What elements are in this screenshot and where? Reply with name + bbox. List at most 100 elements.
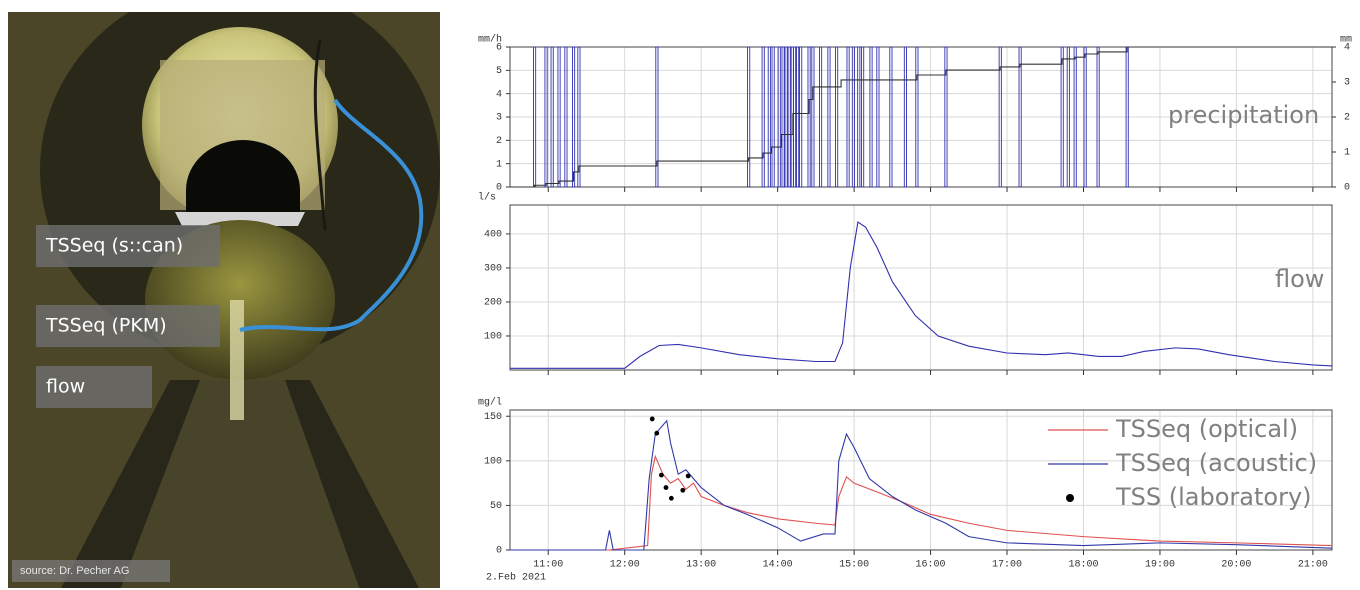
bar [796, 46, 800, 188]
y2-tick-label: 0 [1344, 183, 1350, 194]
point [654, 430, 660, 436]
point [659, 472, 664, 478]
y-tick-label: 50 [490, 501, 502, 512]
plot-frame [509, 204, 1333, 371]
line [510, 454, 1333, 551]
plot-frame [509, 46, 1333, 188]
line [510, 221, 1333, 369]
y-axis-label: mg/l [478, 397, 502, 409]
point [685, 473, 691, 479]
y-tick-label: 400 [484, 230, 502, 241]
label-box [36, 225, 220, 267]
x-tick-label: 20:00 [1221, 560, 1251, 571]
photo-label: TSSeq (s::can) [45, 235, 183, 257]
bar [577, 46, 581, 188]
bar [861, 46, 865, 188]
point [668, 495, 674, 501]
bar [771, 46, 775, 188]
bar [655, 46, 659, 188]
x-tick-label: 11:00 [533, 560, 563, 571]
bar [550, 46, 554, 188]
annotation: precipitation [1168, 101, 1319, 129]
bar [1096, 46, 1100, 188]
y-tick-label: 100 [484, 332, 502, 343]
bar [747, 46, 751, 188]
y-axis-label: l/s [478, 192, 496, 204]
bar [564, 46, 568, 188]
point [663, 485, 669, 490]
y-tick-label: 3 [496, 113, 502, 124]
legend-marker [1066, 494, 1074, 502]
bar [818, 46, 823, 188]
bar [781, 46, 785, 188]
bar [777, 46, 781, 188]
y-tick-label: 5 [496, 66, 502, 77]
x-tick-label: 18:00 [1068, 560, 1098, 571]
y-tick-label: 0 [496, 183, 502, 194]
label-box [36, 305, 220, 347]
y-tick-label: 300 [484, 264, 502, 275]
photo-label: flow [46, 376, 85, 398]
line [510, 46, 1332, 188]
line [510, 419, 1333, 551]
bar [807, 46, 811, 188]
y-tick-label: 6 [496, 43, 502, 54]
point [680, 487, 686, 493]
x-tick-label: 21:00 [1298, 560, 1328, 571]
plot-frame [509, 409, 1333, 551]
date-label: 2.Feb 2021 [486, 572, 546, 584]
x-tick-label: 12:00 [610, 560, 640, 571]
y-tick-label: 0 [496, 546, 502, 557]
photo-labels: TSSeq (s::can) TSSeq (PKM) flow source: … [12, 225, 220, 582]
x-tick-label: 15:00 [839, 560, 869, 571]
bar [846, 46, 850, 188]
x-tick-label: 19:00 [1145, 560, 1175, 571]
bar [851, 46, 855, 188]
x-tick-label: 17:00 [992, 560, 1022, 571]
y2-tick-label: 1 [1344, 148, 1350, 159]
bar [557, 46, 561, 188]
bar [869, 46, 873, 188]
bar [857, 46, 861, 188]
bar [889, 46, 893, 188]
y-tick-label: 2 [496, 136, 502, 147]
y-tick-label: 4 [496, 89, 502, 100]
x-tick-label: 13:00 [686, 560, 716, 571]
bar [915, 46, 919, 188]
label-box [36, 366, 152, 408]
legend-label: TSS (laboratory) [1115, 483, 1312, 511]
bar [835, 46, 839, 188]
bar [811, 46, 815, 188]
y2-axis-label: mm [1340, 35, 1352, 46]
bar [572, 46, 576, 188]
bar [944, 46, 948, 188]
bar [767, 46, 771, 188]
annotation: flow [1275, 265, 1324, 293]
bar [876, 46, 880, 188]
y2-tick-label: 3 [1344, 78, 1350, 89]
bar [827, 46, 831, 188]
bar [544, 46, 548, 188]
bar [903, 46, 907, 188]
y-tick-label: 200 [484, 298, 502, 309]
x-tick-label: 16:00 [916, 560, 946, 571]
bar [761, 46, 765, 188]
bar [1083, 46, 1087, 188]
y-tick-label: 100 [484, 456, 502, 467]
bar [784, 46, 788, 188]
bar [787, 46, 791, 188]
x-tick-label: 14:00 [763, 560, 793, 571]
y-axis-label: mm/h [478, 34, 502, 46]
legend-label: TSSeq (acoustic) [1115, 449, 1317, 477]
source-box [12, 560, 170, 582]
point [649, 416, 655, 422]
y-tick-label: 150 [484, 412, 502, 423]
bar [1060, 46, 1064, 188]
y2-tick-label: 4 [1344, 43, 1350, 54]
legend-label: TSSeq (optical) [1115, 415, 1298, 443]
bar [799, 46, 803, 188]
bar [1066, 46, 1070, 188]
bar [1018, 46, 1022, 188]
bar [998, 46, 1002, 188]
